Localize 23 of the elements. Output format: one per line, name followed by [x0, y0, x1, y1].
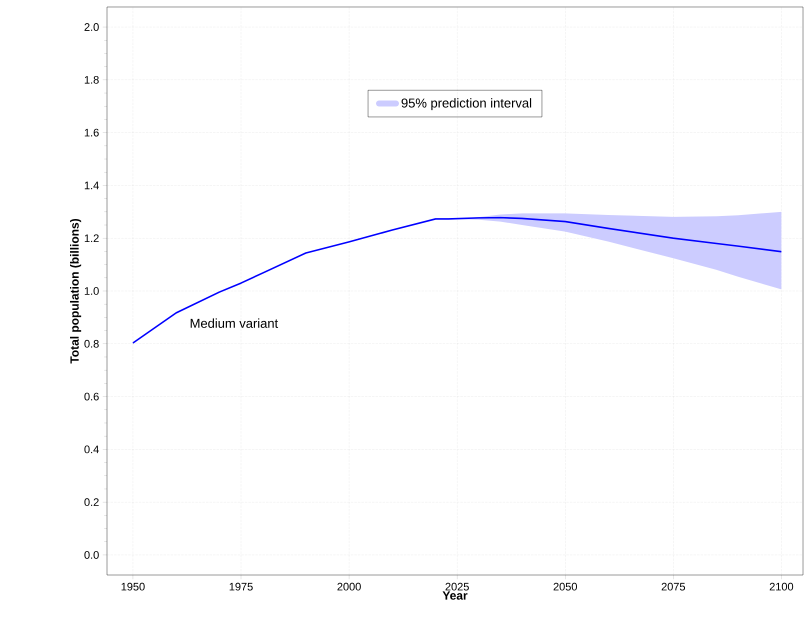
y-tick-label: 2.0 [84, 23, 99, 31]
y-tick-label: 1.4 [84, 182, 99, 190]
x-tick-label: 2100 [770, 582, 794, 591]
y-tick-label: 0.0 [84, 551, 99, 559]
y-tick-label: 0.2 [84, 498, 99, 506]
legend-title: 95% prediction interval [402, 98, 532, 110]
x-tick-label: 2025 [446, 582, 469, 591]
y-tick-label: 1.6 [84, 128, 99, 137]
x-tick-label: 2000 [337, 582, 361, 591]
y-tick-label: 0.6 [84, 392, 99, 400]
y-tick-label: 1.0 [84, 287, 99, 295]
y-axis-title: Total population (billions) [70, 218, 82, 364]
x-axis-title: Year [442, 591, 468, 600]
y-tick-label: 1.8 [84, 76, 99, 84]
x-tick-label: 2050 [554, 582, 577, 591]
x-tick-label: 2075 [662, 582, 686, 591]
line-series [132, 216, 782, 344]
y-tick-label: 0.4 [84, 445, 99, 454]
x-tick-label: 1950 [122, 582, 145, 591]
annotation: Medium variant [190, 318, 278, 328]
y-tick-label: 1.2 [84, 234, 99, 242]
x-tick-label: 1975 [230, 582, 253, 591]
y-tick-label: 0.8 [84, 340, 99, 348]
